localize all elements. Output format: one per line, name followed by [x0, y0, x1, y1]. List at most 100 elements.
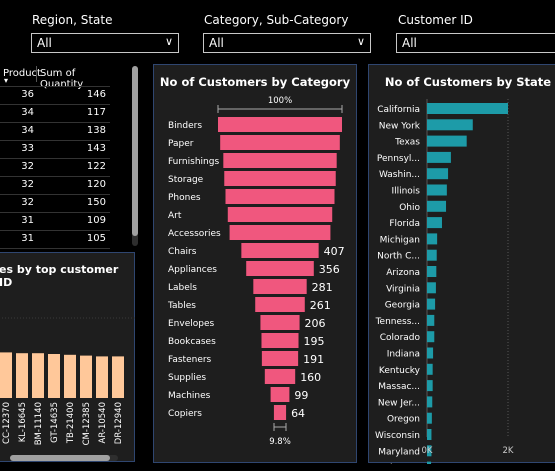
table-row[interactable]: 32 120 [0, 176, 110, 192]
customer-bar[interactable] [16, 353, 28, 398]
state-bar[interactable] [427, 461, 432, 464]
funnel-bar-copiers[interactable] [273, 405, 287, 420]
funnel-bar-binders[interactable] [218, 117, 342, 132]
slicer-customer-dropdown[interactable]: All [396, 33, 555, 53]
customer-bar[interactable] [48, 354, 60, 398]
state-label: Indiana [387, 350, 420, 360]
category-funnel-chart: 100% 9.8% Binders Paper Furnishings Storage… [167, 96, 345, 447]
funnel-bar-appliances[interactable] [246, 261, 314, 276]
funnel-value-label: 356 [319, 263, 340, 276]
state-bar[interactable] [427, 168, 449, 180]
state-bar[interactable] [427, 266, 437, 277]
x-axis-tick: 2K [503, 446, 514, 456]
state-bar[interactable] [427, 412, 432, 424]
state-bar[interactable] [427, 184, 447, 196]
table-row[interactable]: 32 122 [0, 158, 110, 174]
state-chart-title: No of Customers by State [384, 75, 552, 89]
state-bar[interactable] [427, 298, 436, 310]
slicer-category-dropdown[interactable]: All ∨ [203, 33, 371, 53]
funnel-bar-envelopes[interactable] [260, 315, 300, 330]
state-label: California [377, 105, 420, 115]
state-bar[interactable] [427, 347, 434, 359]
table-vertical-scrollbar[interactable] [132, 66, 138, 246]
table-header-quantity[interactable]: Sum of Quantity [40, 68, 84, 90]
state-bar[interactable] [427, 282, 436, 294]
funnel-bar-phones[interactable] [225, 189, 335, 204]
state-bar[interactable] [427, 103, 508, 114]
cell-quantity: 122 [86, 161, 106, 172]
funnel-bar-accessories[interactable] [229, 225, 331, 240]
funnel-bar-fasteners[interactable] [261, 351, 299, 366]
table-row[interactable]: 33 143 [0, 140, 110, 156]
funnel-bar-art[interactable] [227, 207, 333, 222]
state-bar[interactable] [427, 380, 433, 392]
customer-bar[interactable] [32, 353, 44, 398]
cell-quantity: 105 [86, 233, 106, 244]
state-label: Washin... [379, 170, 420, 180]
customer-bar[interactable] [0, 352, 12, 398]
slicer-region-title: Region, State [32, 13, 113, 27]
table-row[interactable]: 32 150 [0, 194, 110, 210]
funnel-bar-storage[interactable] [224, 171, 336, 186]
funnel-bar-supplies[interactable] [264, 369, 296, 384]
state-bar[interactable] [427, 249, 437, 261]
cell-product: 31 [21, 215, 34, 226]
state-bar[interactable] [427, 233, 438, 245]
state-bar[interactable] [427, 445, 432, 457]
state-label: New Jer... [378, 398, 420, 408]
funnel-value-label: 261 [310, 299, 331, 312]
funnel-category-label: Binders [168, 121, 202, 131]
table-row[interactable]: 31 105 [0, 230, 110, 246]
funnel-bar-machines[interactable] [270, 387, 290, 402]
state-bar[interactable] [427, 200, 447, 212]
funnel-category-label: Appliances [168, 265, 217, 275]
funnel-bar-labels[interactable] [253, 279, 307, 294]
funnel-bar-tables[interactable] [255, 297, 305, 312]
funnel-bar-paper[interactable] [220, 135, 340, 150]
state-bar[interactable] [427, 331, 435, 343]
funnel-category-label: Envelopes [168, 319, 215, 329]
cell-quantity: 150 [86, 197, 106, 208]
scrollbar-thumb[interactable] [132, 66, 138, 236]
state-bar[interactable] [427, 363, 433, 375]
customer-bar[interactable] [96, 356, 108, 398]
table-row[interactable]: 36 146 [0, 86, 110, 102]
slicer-category-value: All [209, 36, 224, 50]
funnel-category-label: Bookcases [168, 337, 216, 347]
state-bar[interactable] [427, 314, 435, 326]
state-bar[interactable] [427, 135, 467, 147]
scrollbar-thumb[interactable] [10, 455, 110, 461]
funnel-title: No of Customers by Category [159, 75, 351, 89]
funnel-bar-bookcases[interactable] [261, 333, 299, 348]
table-header-product[interactable]: Product [3, 68, 41, 79]
state-bar[interactable] [427, 217, 442, 229]
state-bar[interactable] [427, 396, 433, 408]
state-bar[interactable] [427, 429, 432, 440]
customer-label: TB-21400 [66, 402, 76, 444]
table-row[interactable]: 31 109 [0, 212, 110, 228]
cell-product: 31 [21, 233, 34, 244]
customer-label: DR-12940 [114, 402, 124, 444]
customer-bar[interactable] [112, 356, 124, 398]
chevron-down-icon: ∨ [164, 35, 173, 48]
chart-horizontal-scrollbar[interactable] [10, 455, 118, 461]
state-bar[interactable] [427, 119, 473, 131]
funnel-value-label: 160 [300, 371, 321, 384]
customer-bar[interactable] [64, 354, 76, 398]
slicer-region-dropdown[interactable]: All ∨ [31, 33, 179, 53]
funnel-category-label: Tables [167, 301, 196, 311]
state-label: Illinois [391, 187, 420, 197]
funnel-category-label: Art [168, 211, 182, 221]
funnel-bar-chairs[interactable] [241, 243, 319, 258]
customer-label: CM-12385 [82, 402, 92, 445]
state-bar[interactable] [427, 151, 451, 163]
cell-quantity: 143 [86, 143, 106, 154]
cell-product: 34 [21, 125, 34, 136]
funnel-bar-furnishings[interactable] [223, 153, 337, 168]
slicer-region-value: All [37, 36, 52, 50]
table-row[interactable]: 34 138 [0, 122, 110, 138]
customer-bar[interactable] [80, 355, 92, 398]
slicer-customer-value: All [402, 36, 417, 50]
customer-label: GT-14635 [50, 402, 60, 443]
table-row[interactable]: 34 117 [0, 104, 110, 120]
